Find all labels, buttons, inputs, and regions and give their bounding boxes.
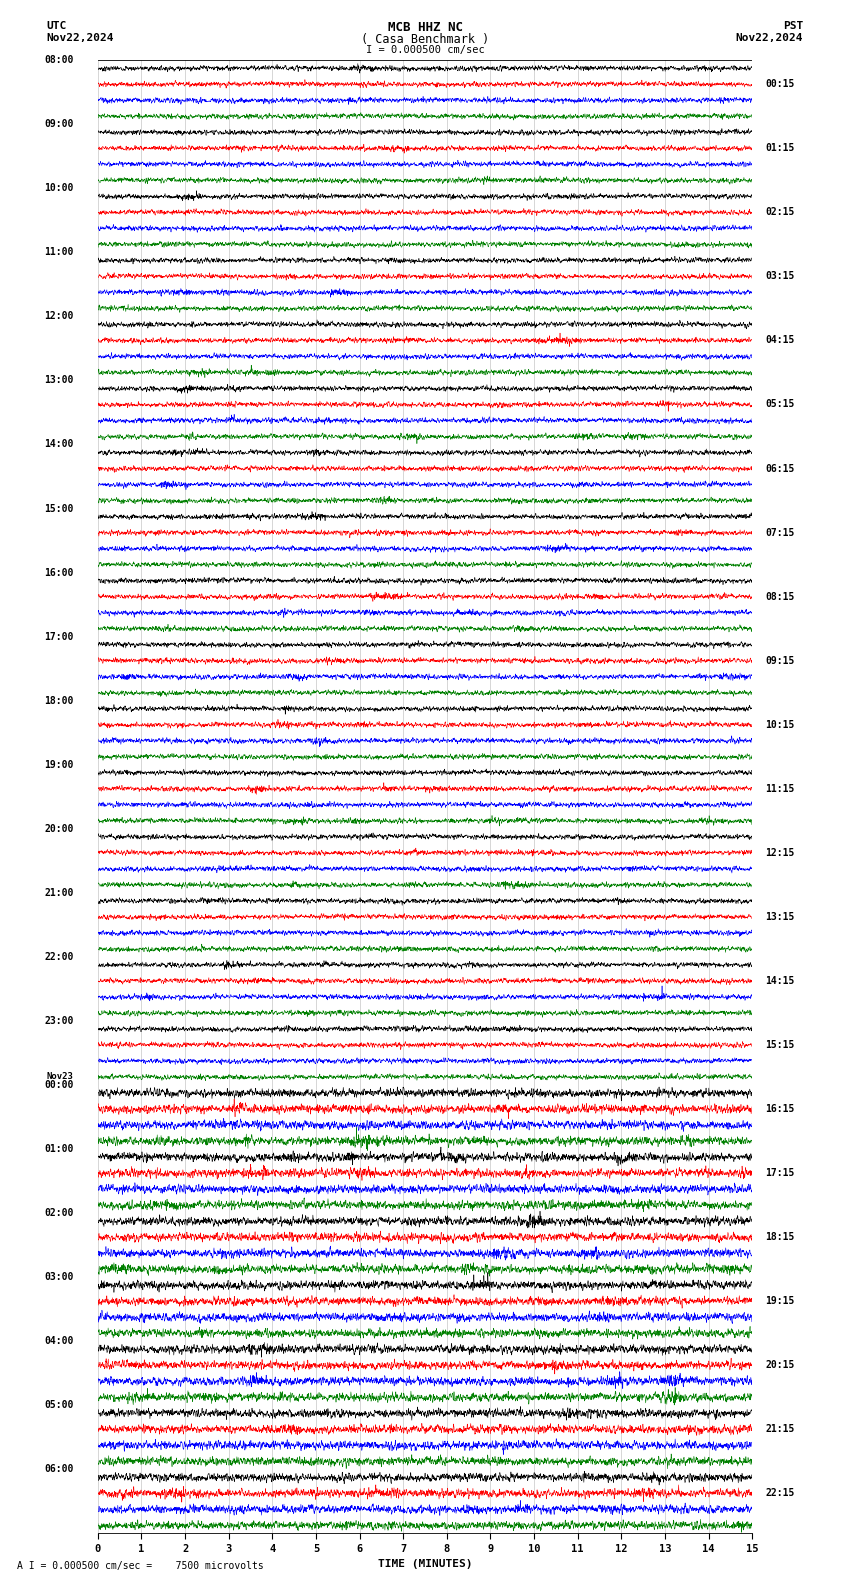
Text: 20:00: 20:00: [44, 824, 74, 833]
Text: 06:00: 06:00: [44, 1464, 74, 1475]
Text: 16:00: 16:00: [44, 567, 74, 578]
Text: 11:15: 11:15: [765, 784, 795, 794]
Text: 10:00: 10:00: [44, 184, 74, 193]
Text: 23:00: 23:00: [44, 1015, 74, 1026]
Text: 14:00: 14:00: [44, 439, 74, 450]
Text: Nov22,2024: Nov22,2024: [47, 33, 114, 43]
Text: 20:15: 20:15: [765, 1361, 795, 1370]
Text: 14:15: 14:15: [765, 976, 795, 985]
Text: 18:15: 18:15: [765, 1232, 795, 1242]
Text: 17:15: 17:15: [765, 1167, 795, 1178]
Text: 21:00: 21:00: [44, 887, 74, 898]
Text: UTC: UTC: [47, 21, 67, 32]
Text: 17:00: 17:00: [44, 632, 74, 642]
Text: 02:00: 02:00: [44, 1209, 74, 1218]
Text: 21:15: 21:15: [765, 1424, 795, 1434]
Text: 15:00: 15:00: [44, 504, 74, 513]
Text: 13:00: 13:00: [44, 375, 74, 385]
Text: 15:15: 15:15: [765, 1041, 795, 1050]
Text: 13:15: 13:15: [765, 912, 795, 922]
Text: 04:00: 04:00: [44, 1337, 74, 1346]
Text: 12:00: 12:00: [44, 312, 74, 322]
Text: 03:00: 03:00: [44, 1272, 74, 1281]
Text: 19:15: 19:15: [765, 1296, 795, 1307]
Text: 22:00: 22:00: [44, 952, 74, 961]
Text: 12:15: 12:15: [765, 847, 795, 859]
Text: Nov23: Nov23: [47, 1072, 74, 1080]
Text: 04:15: 04:15: [765, 336, 795, 345]
Text: A I = 0.000500 cm/sec =    7500 microvolts: A I = 0.000500 cm/sec = 7500 microvolts: [17, 1562, 264, 1571]
Text: 06:15: 06:15: [765, 464, 795, 474]
Text: 18:00: 18:00: [44, 695, 74, 706]
Text: 01:15: 01:15: [765, 143, 795, 154]
Text: PST: PST: [783, 21, 803, 32]
Text: 00:15: 00:15: [765, 79, 795, 89]
Text: 16:15: 16:15: [765, 1104, 795, 1114]
Text: 05:00: 05:00: [44, 1400, 74, 1410]
X-axis label: TIME (MINUTES): TIME (MINUTES): [377, 1559, 473, 1570]
Text: ( Casa Benchmark ): ( Casa Benchmark ): [361, 33, 489, 46]
Text: 05:15: 05:15: [765, 399, 795, 409]
Text: 10:15: 10:15: [765, 719, 795, 730]
Text: 09:00: 09:00: [44, 119, 74, 130]
Text: 19:00: 19:00: [44, 760, 74, 770]
Text: 11:00: 11:00: [44, 247, 74, 257]
Text: 07:15: 07:15: [765, 527, 795, 537]
Text: 03:15: 03:15: [765, 271, 795, 282]
Text: 00:00: 00:00: [44, 1080, 74, 1090]
Text: 01:00: 01:00: [44, 1144, 74, 1155]
Text: 02:15: 02:15: [765, 208, 795, 217]
Text: 08:15: 08:15: [765, 591, 795, 602]
Text: I = 0.000500 cm/sec: I = 0.000500 cm/sec: [366, 44, 484, 55]
Text: 09:15: 09:15: [765, 656, 795, 665]
Text: MCB HHZ NC: MCB HHZ NC: [388, 21, 462, 35]
Text: 08:00: 08:00: [44, 55, 74, 65]
Text: Nov22,2024: Nov22,2024: [736, 33, 803, 43]
Text: 22:15: 22:15: [765, 1489, 795, 1498]
